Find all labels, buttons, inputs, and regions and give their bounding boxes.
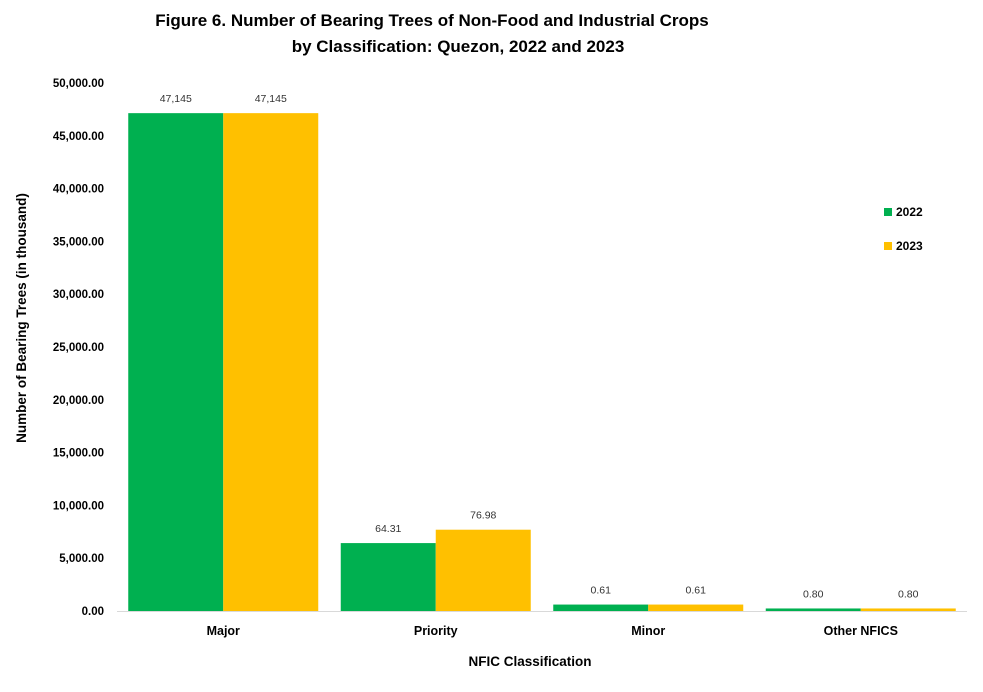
y-tick-label: 20,000.00 [53, 395, 104, 407]
y-tick-label: 25,000.00 [53, 342, 104, 354]
y-tick-label: 35,000.00 [53, 236, 104, 248]
x-tick-label: Other NFICS [824, 624, 898, 638]
data-label: 76.98 [470, 510, 496, 522]
bar-2022-minor [553, 604, 649, 611]
x-axis: Major Priority Minor Other NFICS [207, 624, 898, 638]
chart-title-line-2: by Classification: Quezon, 2022 and 2023 [292, 37, 625, 56]
data-label: 0.61 [686, 585, 707, 597]
y-tick-label: 30,000.00 [53, 289, 104, 301]
bar-2022-priority [340, 543, 436, 611]
bar-2023-minor [648, 604, 744, 611]
data-label: 0.61 [591, 585, 612, 597]
legend-swatch-2023 [884, 242, 892, 250]
data-label: 0.80 [803, 588, 824, 600]
data-labels-group: 47,145 47,145 64.31 76.98 0.61 0.61 0.80 0.80 [160, 93, 919, 600]
y-axis: 0.00 5,000.00 10,000.00 15,000.00 20,000.00 2… [53, 78, 104, 618]
bar-2022-major [128, 113, 224, 611]
y-tick-label: 10,000.00 [53, 500, 104, 512]
data-label: 47,145 [255, 93, 287, 105]
x-tick-label: Minor [631, 624, 665, 638]
bar-2023-other-nfics [860, 608, 956, 611]
legend-label-2022: 2022 [896, 205, 923, 219]
y-axis-title: Number of Bearing Trees (in thousand) [14, 193, 29, 443]
legend-swatch-2022 [884, 208, 892, 216]
chart-title-line-1: Figure 6. Number of Bearing Trees of Non… [155, 11, 709, 30]
x-tick-label: Priority [414, 624, 458, 638]
y-tick-label: 45,000.00 [53, 131, 104, 143]
data-label: 47,145 [160, 93, 192, 105]
x-axis-title: NFIC Classification [468, 654, 591, 669]
y-tick-label: 5,000.00 [59, 553, 104, 565]
bar-2022-other-nfics [765, 608, 861, 611]
y-tick-label: 50,000.00 [53, 78, 104, 90]
bar-2023-priority [435, 529, 531, 611]
x-tick-label: Major [207, 624, 240, 638]
y-tick-label: 40,000.00 [53, 184, 104, 196]
data-label: 64.31 [375, 523, 401, 535]
y-tick-label: 15,000.00 [53, 448, 104, 460]
legend: 2022 2023 [884, 205, 923, 253]
data-label: 0.80 [898, 588, 919, 600]
y-tick-label: 0.00 [82, 606, 104, 618]
bars-group [128, 113, 956, 611]
bar-2023-major [223, 113, 319, 611]
legend-label-2023: 2023 [896, 239, 923, 253]
